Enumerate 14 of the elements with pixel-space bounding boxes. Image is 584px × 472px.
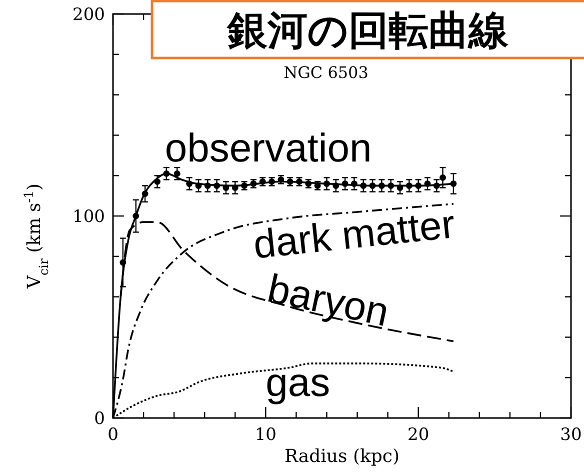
x-tick-label: 0 [108, 425, 118, 445]
x-tick-label: 30 [560, 425, 582, 445]
x-axis-title: Radius (kpc) [284, 446, 400, 467]
text: NGC 6503 [284, 63, 368, 82]
series-label: observation [164, 126, 372, 170]
text: dark matter [251, 202, 458, 268]
x-tick-label: 10 [254, 425, 276, 445]
y-tick-label: 200 [72, 5, 105, 25]
text: baryon [264, 266, 393, 336]
x-tick-label: 20 [408, 425, 430, 445]
y-tick-label: 100 [72, 207, 105, 227]
y-tick-label: 0 [94, 409, 105, 429]
chart-title: 銀河の回転曲線 [226, 8, 510, 54]
series-label: gas [266, 360, 330, 405]
